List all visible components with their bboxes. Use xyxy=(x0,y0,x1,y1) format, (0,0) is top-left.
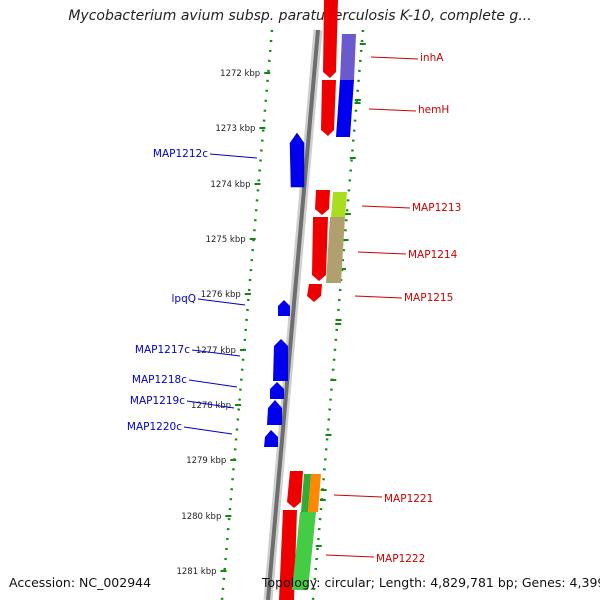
gene-label-map1215[interactable]: MAP1215 xyxy=(404,292,453,304)
gene-label-map1219c[interactable]: MAP1219c xyxy=(130,395,185,407)
inha-red-shape xyxy=(323,0,338,78)
map1214-olive-strip xyxy=(326,217,345,283)
kbp-tick-labels: 1272 kbp 1273 kbp 1274 kbp 1275 kbp 1276 kbp… xyxy=(176,69,260,577)
gene-lpqq-shape xyxy=(278,300,290,316)
map1215-red-shape xyxy=(307,284,322,302)
map1221-orange-strip xyxy=(308,474,321,512)
leader-line xyxy=(188,379,238,388)
kbp-tick-label: 1276 kbp xyxy=(201,290,241,300)
leader-line xyxy=(183,426,233,435)
cds-features xyxy=(279,0,338,600)
map1221-red-shape xyxy=(287,471,303,508)
gene-label-map1213[interactable]: MAP1213 xyxy=(412,202,461,214)
leader-line xyxy=(368,108,417,112)
leader-line xyxy=(325,554,375,558)
gene-label-map1212c[interactable]: MAP1212c xyxy=(153,148,208,160)
map1213-red-shape xyxy=(315,190,330,215)
map-title: Mycobacterium avium subsp. paratuberculo… xyxy=(68,8,532,24)
gene-map1220c-shape xyxy=(264,430,278,447)
genome-info-text: Topology: circular; Length: 4,829,781 bp… xyxy=(262,575,600,590)
hemh-red-shape xyxy=(321,80,336,136)
kbp-tick-label: 1274 kbp xyxy=(210,180,250,190)
gene-map1218c-shape xyxy=(270,382,284,399)
map1221-green-strip xyxy=(301,474,311,512)
gene-label-hemh[interactable]: hemH xyxy=(418,104,449,116)
label-leader-lines xyxy=(183,56,419,558)
inha-purple-strip xyxy=(340,34,356,80)
gene-labels[interactable]: inhA hemH MAP1213 MAP1214 MAP1215 MAP1221 MAP1… xyxy=(127,52,461,565)
leader-line xyxy=(197,298,246,306)
leader-line xyxy=(191,349,241,357)
leader-line xyxy=(186,400,235,409)
kbp-tick-label: 1278 kbp xyxy=(191,401,231,411)
kbp-ticks xyxy=(220,72,271,572)
leader-line xyxy=(357,251,407,255)
genome-backbone xyxy=(263,29,323,600)
leader-line xyxy=(354,295,403,299)
gene-label-map1222[interactable]: MAP1222 xyxy=(376,553,425,565)
leader-line xyxy=(333,494,383,498)
leader-line xyxy=(361,205,411,209)
leader-line xyxy=(209,153,258,159)
gene-label-map1217c[interactable]: MAP1217c xyxy=(135,344,190,356)
map1214-red-shape xyxy=(312,217,328,281)
gene-label-map1220c[interactable]: MAP1220c xyxy=(127,421,182,433)
gene-label-inha[interactable]: inhA xyxy=(420,52,444,64)
kbp-tick-label: 1275 kbp xyxy=(206,235,246,245)
kbp-tick-label: 1281 kbp xyxy=(176,567,216,577)
annotation-strips xyxy=(292,34,356,590)
leader-line xyxy=(370,56,419,60)
gene-map1219c-shape xyxy=(267,400,282,425)
gene-map1217c-shape xyxy=(273,339,288,381)
kbp-tick-label: 1273 kbp xyxy=(215,124,255,134)
kbp-tick-label: 1277 kbp xyxy=(196,346,236,356)
hemh-blue-strip xyxy=(336,80,354,137)
gene-label-map1214[interactable]: MAP1214 xyxy=(408,249,458,261)
gene-label-map1218c[interactable]: MAP1218c xyxy=(132,374,187,386)
minus-strand-genes xyxy=(264,132,305,447)
kbp-tick-label: 1272 kbp xyxy=(220,69,260,79)
gene-label-map1221[interactable]: MAP1221 xyxy=(384,493,433,505)
map1213-lime-strip xyxy=(331,192,347,217)
accession-text: Accession: NC_002944 xyxy=(9,575,152,590)
gene-label-lpqq[interactable]: lpqQ xyxy=(171,293,196,305)
kbp-tick-label: 1279 kbp xyxy=(186,456,226,466)
map1222-green-strip xyxy=(292,512,316,590)
map1222-red-shape xyxy=(279,510,297,600)
gene-map1212c-shape xyxy=(289,132,305,188)
kbp-tick-label: 1280 kbp xyxy=(181,512,221,522)
